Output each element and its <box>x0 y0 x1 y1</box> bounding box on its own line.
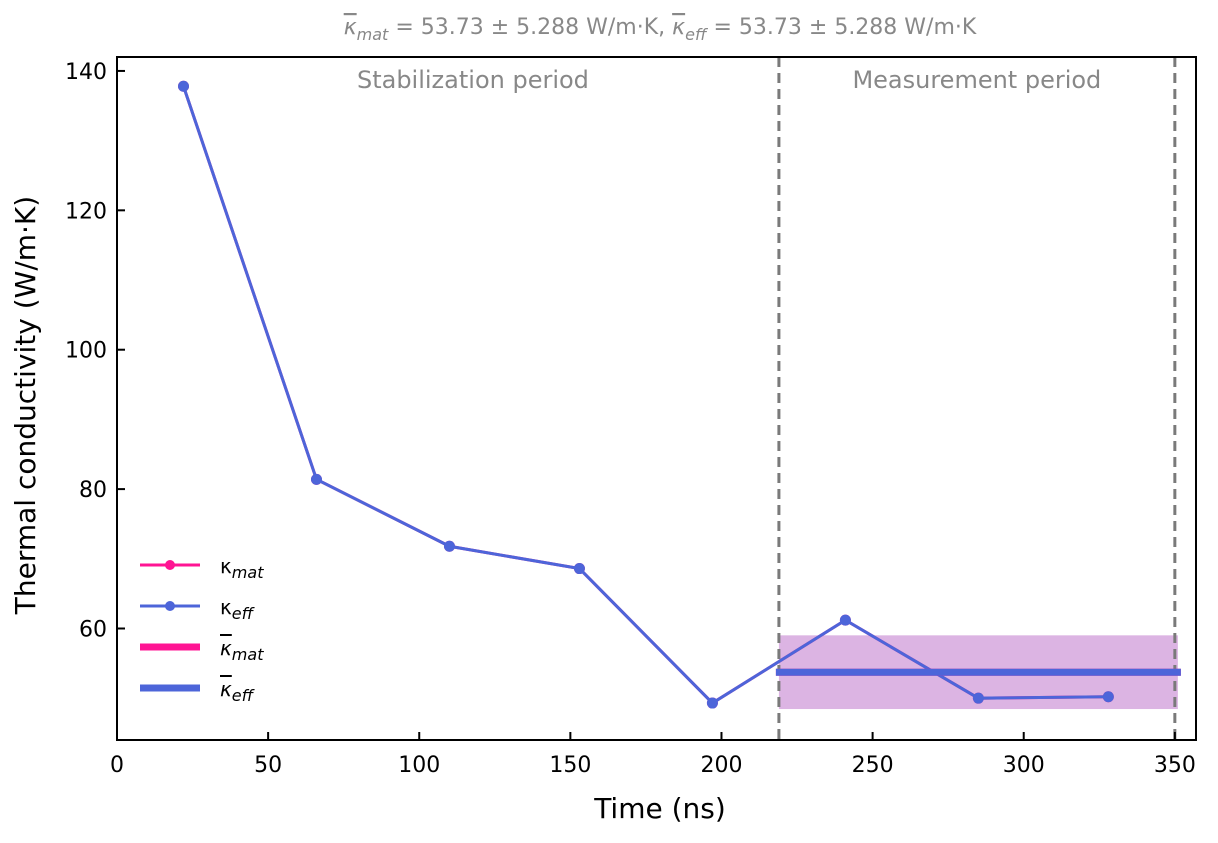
kappa-eff-point <box>1102 691 1114 703</box>
legend-symbol: κ <box>220 554 232 578</box>
legend-subscript: eff <box>232 604 256 623</box>
kappa-eff-point <box>972 692 984 704</box>
legend-subscript: mat <box>232 563 264 582</box>
x-tick-label: 200 <box>700 753 742 778</box>
legend-item-kappa-eff: κeff <box>140 595 256 623</box>
x-tick-label: 150 <box>549 753 591 778</box>
x-tick-label: 0 <box>110 753 124 778</box>
period-dividers <box>777 57 1177 740</box>
title-kappa-eff: κ <box>672 15 685 40</box>
title-kappa-mat: κ <box>344 15 357 40</box>
legend-symbol: κ <box>220 636 232 660</box>
kappa-eff-point <box>443 540 455 552</box>
x-tick-label: 100 <box>398 753 440 778</box>
legend-marker <box>165 560 175 570</box>
y-axis-label: Thermal conductivity (W/m·K) <box>9 196 42 615</box>
legend-label: κeff <box>220 595 256 623</box>
legend-symbol: κ <box>220 595 232 619</box>
y-tick-label: 120 <box>65 199 107 224</box>
title-mat-value: = 53.73 ± 5.288 W/m·K, <box>388 15 672 40</box>
legend-item-kappa-eff-mean: κeff <box>140 677 256 705</box>
kappa-eff-point <box>839 614 851 626</box>
kappa-eff-point <box>177 80 189 92</box>
stabilization-period-label: Stabilization period <box>357 66 589 94</box>
y-tick-label: 100 <box>65 339 107 364</box>
legend-item-kappa-mat: κmat <box>140 554 264 582</box>
measurement-period-label: Measurement period <box>852 66 1101 94</box>
kappa-mat-line <box>182 85 1109 705</box>
plot-frame <box>116 56 1197 741</box>
kappa-eff-point <box>573 563 585 575</box>
kappa-eff-point <box>310 473 322 485</box>
chart-title: κmat = 53.73 ± 5.288 W/m·K, κeff = 53.73… <box>344 15 977 44</box>
legend-subscript: eff <box>232 686 256 705</box>
legend-symbol: κ <box>220 677 232 701</box>
y-tick-label: 140 <box>65 60 107 85</box>
x-axis-label: Time (ns) <box>593 792 726 825</box>
title-kappa-eff-sub: eff <box>685 25 709 44</box>
legend-label: κmat <box>220 554 264 582</box>
kappa-eff-line <box>182 85 1109 705</box>
x-tick-label: 350 <box>1154 753 1196 778</box>
axis-ticks: 0 50 100 150 200 250 300 350 60 80 100 120 140 <box>65 60 1196 778</box>
legend-label: κmat <box>220 636 264 664</box>
x-tick-label: 300 <box>1003 753 1045 778</box>
title-kappa-mat-sub: mat <box>357 25 389 44</box>
legend-item-kappa-mat-mean: κmat <box>140 636 264 664</box>
series-layer <box>177 80 1114 709</box>
y-tick-label: 60 <box>79 617 107 642</box>
x-tick-label: 50 <box>254 753 282 778</box>
legend-label: κeff <box>220 677 256 705</box>
title-eff-value: = 53.73 ± 5.288 W/m·K <box>707 15 977 40</box>
x-tick-label: 250 <box>852 753 894 778</box>
kappa-eff-point <box>706 697 718 709</box>
y-tick-label: 80 <box>79 478 107 503</box>
legend-subscript: mat <box>232 645 264 664</box>
legend-marker <box>165 601 175 611</box>
